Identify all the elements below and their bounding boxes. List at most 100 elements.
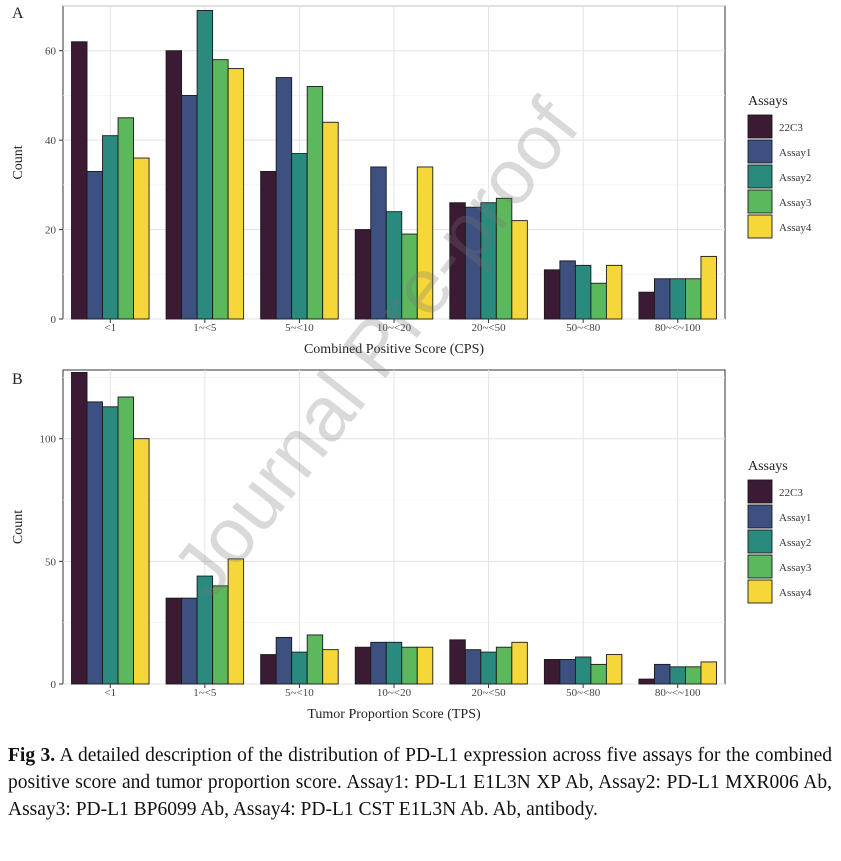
bar-assay4-4 <box>511 220 528 320</box>
legend-swatch-assay2 <box>747 164 773 189</box>
bar-assay4-4 <box>511 641 528 685</box>
bar-assay2-4 <box>480 651 497 685</box>
legend-swatch-assay4 <box>747 214 773 239</box>
bar-assay2-1 <box>196 10 214 320</box>
bar-assay3-0 <box>117 396 135 685</box>
bar-assay1-3 <box>370 166 387 320</box>
bar-22c3-1 <box>165 50 183 320</box>
bar-assay4-0 <box>133 438 150 685</box>
legend-label-assay1: Assay1 <box>779 512 811 524</box>
bar-22c3-5 <box>543 269 561 320</box>
legend-swatch-assay1 <box>747 504 773 529</box>
y-tick-label: 0 <box>51 679 57 691</box>
bar-assay2-4 <box>480 202 497 320</box>
x-tick-label: 50~<80 <box>566 687 601 699</box>
y-tick-label: 60 <box>45 46 57 58</box>
legend-label-assay4: Assay4 <box>779 222 812 234</box>
x-tick-label: <1 <box>104 322 116 334</box>
bar-assay3-1 <box>212 585 229 685</box>
bar-assay2-5 <box>574 264 592 320</box>
panel-letter: A <box>12 5 24 22</box>
bar-assay2-2 <box>291 153 308 320</box>
bar-22c3-5 <box>543 659 561 685</box>
bar-assay2-1 <box>196 575 214 685</box>
bar-assay3-6 <box>685 666 702 685</box>
bar-assay1-0 <box>86 170 103 320</box>
bar-assay1-2 <box>275 77 293 320</box>
bar-22c3-2 <box>260 654 277 685</box>
bar-assay4-6 <box>700 661 717 685</box>
y-tick-label: 20 <box>45 225 57 237</box>
legend-swatch-22c3 <box>747 114 773 139</box>
legend-label-assay1: Assay1 <box>779 147 811 159</box>
x-tick-label: 10~<20 <box>377 322 412 334</box>
bar-assay1-1 <box>181 94 198 320</box>
bar-assay4-1 <box>227 558 245 685</box>
x-tick-label: 50~<80 <box>566 322 601 334</box>
bar-22c3-6 <box>638 678 655 685</box>
bar-assay1-0 <box>86 401 103 685</box>
bar-22c3-0 <box>71 372 88 685</box>
x-axis-title: Tumor Proportion Score (TPS) <box>307 707 481 722</box>
x-tick-label: 20~<50 <box>471 322 506 334</box>
x-tick-label: <1 <box>104 687 116 699</box>
bar-assay1-2 <box>275 636 293 685</box>
legend-title: Assays <box>748 459 788 474</box>
bar-assay1-3 <box>370 641 387 685</box>
x-tick-label: 20~<50 <box>471 687 506 699</box>
x-axis-title: Combined Positive Score (CPS) <box>304 342 484 357</box>
bar-22c3-3 <box>354 646 372 685</box>
caption-text: A detailed description of the distributi… <box>8 745 832 820</box>
legend-swatch-assay3 <box>747 554 773 579</box>
bar-22c3-6 <box>638 291 655 320</box>
x-tick-label: 1~<5 <box>193 687 217 699</box>
bar-assay1-6 <box>653 663 671 685</box>
legend-swatch-assay4 <box>747 579 773 604</box>
legend-swatch-assay3 <box>747 189 773 214</box>
legend-label-assay3: Assay3 <box>779 562 812 574</box>
bar-assay3-3 <box>401 646 418 685</box>
x-tick-label: 10~<20 <box>377 687 412 699</box>
bar-assay4-3 <box>416 166 434 320</box>
legend-label-22c3: 22C3 <box>779 487 803 499</box>
chart-panel-a: 0 20 40 60 <1 1~<5 5~<10 10~<20 20~<50 50~<80 80~<… <box>11 5 812 357</box>
x-tick-label: 1~<5 <box>193 322 217 334</box>
bar-assay4-5 <box>605 264 623 320</box>
bar-22c3-4 <box>449 202 466 320</box>
y-tick-label: 0 <box>51 314 57 326</box>
bar-assay1-5 <box>559 260 576 320</box>
bar-assay2-6 <box>669 666 686 685</box>
y-tick-label: 40 <box>45 135 57 147</box>
figure-caption: Fig 3. A detailed description of the dis… <box>8 742 832 823</box>
bar-22c3-3 <box>354 229 372 320</box>
bar-22c3-1 <box>165 597 183 685</box>
bar-assay2-2 <box>291 651 308 685</box>
bar-assay1-5 <box>559 659 576 685</box>
chart-panel-b: 0 50 100 <1 1~<5 5~<10 10~<20 20~<50 50~<80 80~<~… <box>11 369 812 722</box>
bar-assay4-5 <box>605 654 623 685</box>
legend-label-22c3: 22C3 <box>779 122 803 134</box>
bar-assay1-6 <box>653 278 671 320</box>
bar-assay3-4 <box>495 646 513 685</box>
bar-assay3-5 <box>590 663 607 685</box>
legend-label-assay3: Assay3 <box>779 197 812 209</box>
bar-assay1-4 <box>464 649 482 685</box>
legend-swatch-assay2 <box>747 529 773 554</box>
x-tick-label: 80~<~100 <box>655 687 701 699</box>
bar-assay2-5 <box>574 656 592 685</box>
y-tick-label: 100 <box>40 434 57 446</box>
legend-swatch-assay1 <box>747 139 773 164</box>
caption-label: Fig 3. <box>8 745 56 766</box>
bar-assay4-0 <box>133 157 150 320</box>
bar-assay4-2 <box>322 649 339 685</box>
bar-assay3-0 <box>117 117 135 320</box>
bar-assay2-3 <box>385 211 403 320</box>
bar-assay1-1 <box>181 597 198 685</box>
bar-assay3-2 <box>306 86 324 320</box>
bar-assay3-1 <box>212 59 229 320</box>
bar-assay4-2 <box>322 121 339 320</box>
legend: Assays 22C3 Assay1 Assay2 Assay3 Assay4 <box>747 459 812 604</box>
y-axis-title: Count <box>11 145 26 179</box>
x-tick-label: 5~<10 <box>285 322 314 334</box>
bar-assay4-6 <box>700 255 717 320</box>
